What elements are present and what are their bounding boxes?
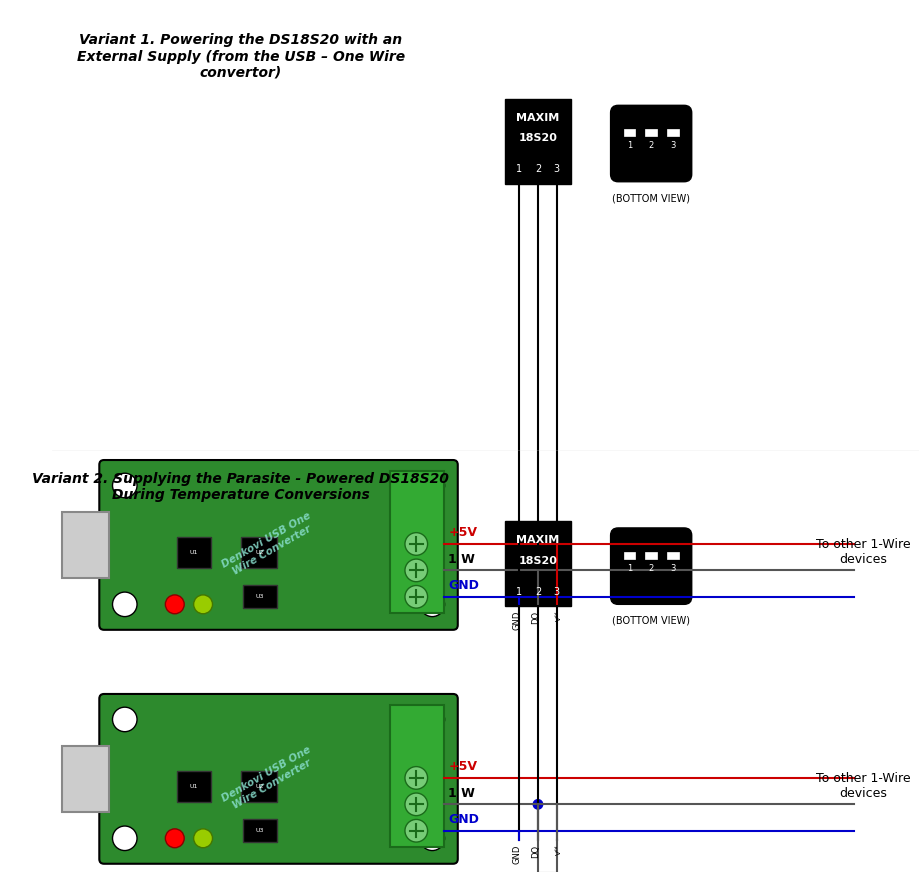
Bar bbox=[243, 585, 277, 608]
Text: U3: U3 bbox=[255, 594, 264, 599]
Circle shape bbox=[165, 595, 184, 614]
Text: 2: 2 bbox=[534, 165, 540, 175]
Text: GND: GND bbox=[448, 814, 479, 826]
Text: 2: 2 bbox=[534, 587, 540, 597]
Text: (BOTTOM VIEW): (BOTTOM VIEW) bbox=[611, 616, 689, 625]
Circle shape bbox=[420, 707, 444, 732]
Circle shape bbox=[420, 473, 444, 498]
Text: MAXIM: MAXIM bbox=[516, 535, 559, 545]
Circle shape bbox=[112, 473, 137, 498]
Text: 3: 3 bbox=[669, 564, 675, 573]
Circle shape bbox=[193, 829, 212, 848]
Text: 1 W: 1 W bbox=[448, 553, 475, 566]
Text: 18S20: 18S20 bbox=[518, 134, 557, 143]
Bar bbox=[62, 745, 108, 812]
Text: 3: 3 bbox=[553, 165, 560, 175]
Text: U1: U1 bbox=[189, 550, 198, 555]
Circle shape bbox=[112, 592, 137, 616]
Bar bbox=[623, 552, 634, 559]
Text: DQ: DQ bbox=[531, 845, 540, 858]
Text: 3: 3 bbox=[553, 587, 560, 597]
Text: Variant 2. Supplying the Parasite - Powered DS18S20
During Temperature Conversio: Variant 2. Supplying the Parasite - Powe… bbox=[32, 472, 448, 503]
Bar bbox=[62, 512, 108, 578]
Circle shape bbox=[193, 595, 212, 614]
Text: 1: 1 bbox=[516, 587, 522, 597]
Bar bbox=[243, 820, 277, 842]
Text: U3: U3 bbox=[255, 828, 264, 833]
Bar bbox=[645, 552, 656, 559]
Bar bbox=[241, 538, 277, 567]
Bar bbox=[645, 129, 656, 136]
Bar bbox=[176, 538, 210, 567]
Text: GND: GND bbox=[448, 579, 479, 592]
Circle shape bbox=[404, 820, 427, 842]
Bar bbox=[623, 129, 634, 136]
Text: 2: 2 bbox=[648, 564, 653, 573]
Circle shape bbox=[112, 826, 137, 850]
Circle shape bbox=[420, 592, 444, 616]
Text: To other 1-Wire
devices: To other 1-Wire devices bbox=[815, 772, 910, 800]
Circle shape bbox=[404, 532, 427, 556]
Text: 18S20: 18S20 bbox=[518, 556, 557, 566]
Bar bbox=[505, 99, 571, 184]
Text: 1: 1 bbox=[626, 564, 631, 573]
Bar bbox=[666, 129, 678, 136]
Text: U2: U2 bbox=[255, 550, 264, 555]
Text: MAXIM: MAXIM bbox=[516, 113, 559, 123]
Text: Denkovi USB One
Wire Converter: Denkovi USB One Wire Converter bbox=[220, 511, 318, 580]
Text: Vᵈᵈ: Vᵈᵈ bbox=[555, 611, 562, 622]
Circle shape bbox=[165, 829, 184, 848]
Text: 1 W: 1 W bbox=[448, 787, 475, 800]
Circle shape bbox=[404, 767, 427, 789]
Text: DQ: DQ bbox=[531, 611, 540, 625]
Text: To other 1-Wire
devices: To other 1-Wire devices bbox=[815, 538, 910, 566]
Circle shape bbox=[420, 826, 444, 850]
Bar bbox=[176, 771, 210, 802]
Circle shape bbox=[404, 559, 427, 582]
Bar bbox=[666, 552, 678, 559]
Text: U2: U2 bbox=[255, 784, 264, 788]
FancyBboxPatch shape bbox=[610, 528, 691, 604]
Text: (BOTTOM VIEW): (BOTTOM VIEW) bbox=[611, 193, 689, 203]
Text: +5V: +5V bbox=[448, 527, 477, 539]
Bar bbox=[390, 705, 443, 847]
Circle shape bbox=[112, 707, 137, 732]
Text: +5V: +5V bbox=[448, 761, 477, 773]
Text: 1: 1 bbox=[516, 165, 522, 175]
Circle shape bbox=[404, 793, 427, 815]
Circle shape bbox=[404, 585, 427, 608]
Text: GND: GND bbox=[512, 845, 521, 865]
Text: GND: GND bbox=[512, 611, 521, 630]
Circle shape bbox=[533, 799, 542, 809]
Text: Vᵈᵈ: Vᵈᵈ bbox=[555, 845, 562, 856]
Text: 2: 2 bbox=[648, 142, 653, 151]
Bar bbox=[505, 521, 571, 607]
Text: Variant 1. Powering the DS18S20 with an
External Supply (from the USB – One Wire: Variant 1. Powering the DS18S20 with an … bbox=[76, 33, 404, 80]
Bar bbox=[241, 771, 277, 802]
Text: Denkovi USB One
Wire Converter: Denkovi USB One Wire Converter bbox=[220, 745, 318, 814]
Text: 3: 3 bbox=[669, 142, 675, 151]
Text: 1: 1 bbox=[626, 142, 631, 151]
Bar bbox=[390, 471, 443, 613]
FancyBboxPatch shape bbox=[99, 460, 458, 630]
FancyBboxPatch shape bbox=[610, 106, 691, 182]
FancyBboxPatch shape bbox=[99, 694, 458, 864]
Text: U1: U1 bbox=[189, 784, 198, 788]
